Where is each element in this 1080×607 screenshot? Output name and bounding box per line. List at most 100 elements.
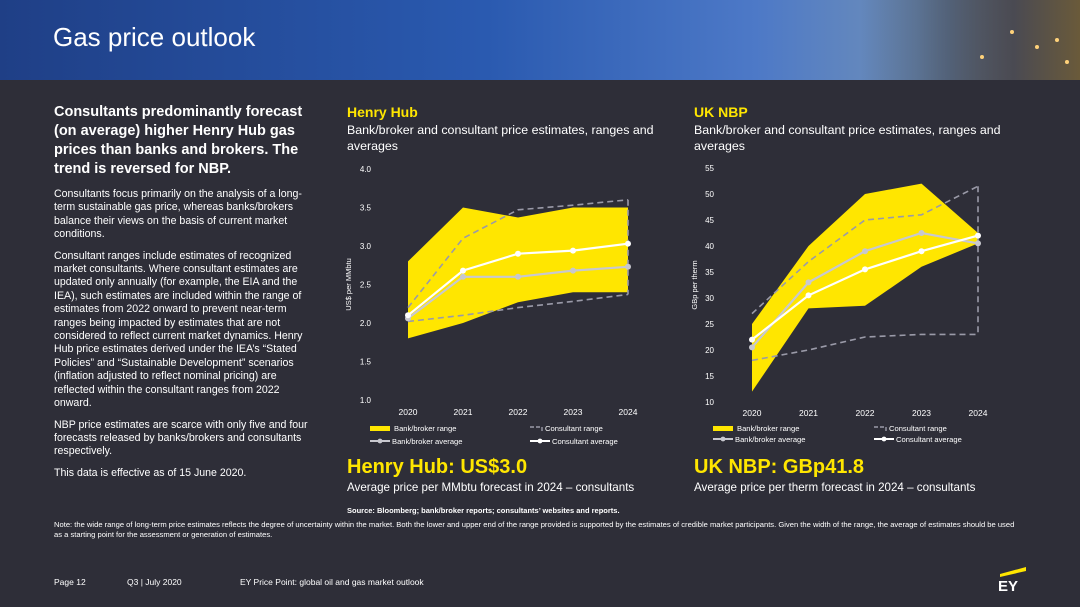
legend-consultant-average-label: Consultant average	[552, 437, 618, 446]
y-tick-label: 2.0	[360, 319, 372, 328]
consultant-range-lower	[407, 293, 629, 323]
photo-light	[1035, 45, 1039, 49]
ey-logo: EY	[998, 567, 1026, 593]
nbp-title: UK NBP	[694, 104, 748, 120]
y-tick-label: 30	[705, 294, 714, 303]
y-tick-label: 25	[705, 320, 714, 329]
consultant-average-point	[805, 292, 812, 299]
legend-bank-average-marker	[720, 436, 726, 442]
consultant-range-upper	[407, 199, 629, 309]
legend-bank-range-swatch	[713, 426, 733, 431]
consultant-average-point	[918, 248, 925, 255]
legend-bank-average-label: Bank/broker average	[392, 437, 463, 446]
legend-consultant-range-swatch	[874, 426, 887, 432]
consultant-average-point	[570, 247, 576, 254]
photo-light	[1065, 60, 1069, 64]
nbp-subtitle: Bank/broker and consultant price estimat…	[694, 123, 1001, 153]
henry-hub-kpi-value: US$3.0	[460, 456, 528, 478]
left-column: Consultants predominantly forecast (on a…	[54, 103, 312, 488]
ey-logo-text: EY	[998, 578, 1018, 593]
nbp-kpi-value: GBp41.8	[782, 456, 865, 478]
bank-broker-average-point	[460, 273, 466, 280]
y-tick-label: 3.0	[360, 242, 372, 251]
x-tick-label: 2020	[743, 408, 762, 418]
bank-broker-average-point	[918, 230, 925, 236]
legend-consultant-average-marker	[537, 438, 543, 444]
consultant-average-point	[515, 250, 521, 257]
x-tick-label: 2021	[454, 407, 473, 417]
photo-light	[1010, 30, 1014, 34]
y-tick-label: 1.5	[360, 358, 372, 367]
y-tick-label: 55	[705, 164, 714, 173]
bank-broker-average-point	[625, 263, 631, 270]
legend-consultant-range-label: Consultant range	[545, 424, 603, 433]
legend-consultant-range-label: Consultant range	[889, 424, 947, 433]
y-tick-label: 15	[705, 372, 714, 381]
nbp-kpi-caption: Average price per therm forecast in 2024…	[694, 481, 976, 494]
legend-bank-average-label: Bank/broker average	[735, 435, 806, 444]
y-tick-label: 20	[705, 346, 714, 355]
legend-consultant-average-marker	[881, 436, 887, 442]
legend-consultant-average-label: Consultant average	[896, 435, 962, 444]
consultant-average-point	[625, 240, 631, 247]
bank-broker-average-point	[570, 267, 576, 274]
photo-light	[980, 55, 984, 59]
y-tick-label: 10	[705, 398, 714, 407]
y-axis-label: GBp per therm	[690, 260, 699, 309]
nbp-kpi-label: UK NBP:	[694, 456, 778, 478]
footnote: Note: the wide range of long-term price …	[54, 520, 1015, 539]
consultant-average-point	[862, 266, 868, 273]
henry-hub-subtitle: Bank/broker and consultant price estimat…	[347, 123, 654, 153]
x-tick-label: 2021	[799, 408, 818, 418]
legend-bank-range-label: Bank/broker range	[394, 424, 456, 433]
consultant-average-point	[405, 312, 411, 319]
y-tick-label: 35	[705, 268, 714, 277]
footer-period: Q3 | July 2020	[127, 577, 182, 587]
paragraph-3: NBP price estimates are scarce with only…	[54, 418, 308, 458]
x-tick-label: 2022	[856, 408, 875, 418]
bank-broker-average-point	[515, 273, 521, 280]
bank-broker-average-point	[805, 279, 812, 286]
consultant-range-upper	[751, 185, 979, 315]
henry-hub-kpi-label: Henry Hub:	[347, 456, 455, 478]
y-axis-label: US$ per MMbtu	[344, 258, 353, 311]
consultant-average-point	[460, 267, 466, 274]
legend-consultant-range-swatch	[530, 426, 543, 432]
henry-hub-chart: 1.0 1.5 2.0 2.5 3.0 3.5 4.0 US$ per MMbtu 2020 20…	[344, 165, 638, 446]
y-tick-label: 4.0	[360, 165, 372, 174]
x-tick-label: 2022	[509, 407, 528, 417]
header-banner: Gas price outlook	[0, 0, 1080, 80]
page-number: Page 12	[54, 577, 86, 587]
nbp-chart: 10 15 20 25 30 35 40 45 50 55 GBp per therm 2020 202…	[690, 164, 988, 444]
paragraph-4: This data is effective as of 15 June 202…	[54, 466, 247, 479]
bank-broker-range-area	[408, 207, 628, 339]
lead-statement: Consultants predominantly forecast (on a…	[54, 104, 303, 177]
photo-light	[1055, 38, 1059, 42]
footer-document: EY Price Point: global oil and gas marke…	[240, 577, 424, 587]
y-tick-label: 40	[705, 242, 714, 251]
x-tick-label: 2020	[399, 407, 418, 417]
consultant-range-lower	[751, 333, 978, 362]
bank-broker-range-area	[752, 183, 978, 392]
source-line: Source: Bloomberg; bank/broker reports; …	[347, 506, 620, 515]
paragraph-1: Consultants focus primarily on the analy…	[54, 188, 302, 241]
henry-hub-title: Henry Hub	[347, 104, 418, 120]
page-title: Gas price outlook	[53, 22, 256, 52]
consultant-average-point	[975, 232, 981, 239]
y-tick-label: 45	[705, 216, 714, 225]
header-refinery-photo	[860, 0, 1080, 80]
ey-logo-beam	[1000, 567, 1026, 577]
x-tick-label: 2023	[912, 408, 931, 418]
legend-bank-average-marker	[377, 438, 383, 444]
x-tick-label: 2024	[969, 408, 988, 418]
legend-bank-range-label: Bank/broker range	[737, 424, 799, 433]
x-tick-label: 2024	[619, 407, 638, 417]
paragraph-2: Consultant ranges include estimates of r…	[54, 249, 303, 410]
bank-broker-average-point	[975, 240, 981, 247]
y-tick-label: 3.5	[360, 204, 372, 213]
x-tick-label: 2023	[564, 407, 583, 417]
bank-broker-average-point	[749, 344, 755, 351]
consultant-average-point	[749, 336, 755, 343]
y-tick-label: 1.0	[360, 396, 372, 405]
y-tick-label: 2.5	[360, 281, 372, 290]
